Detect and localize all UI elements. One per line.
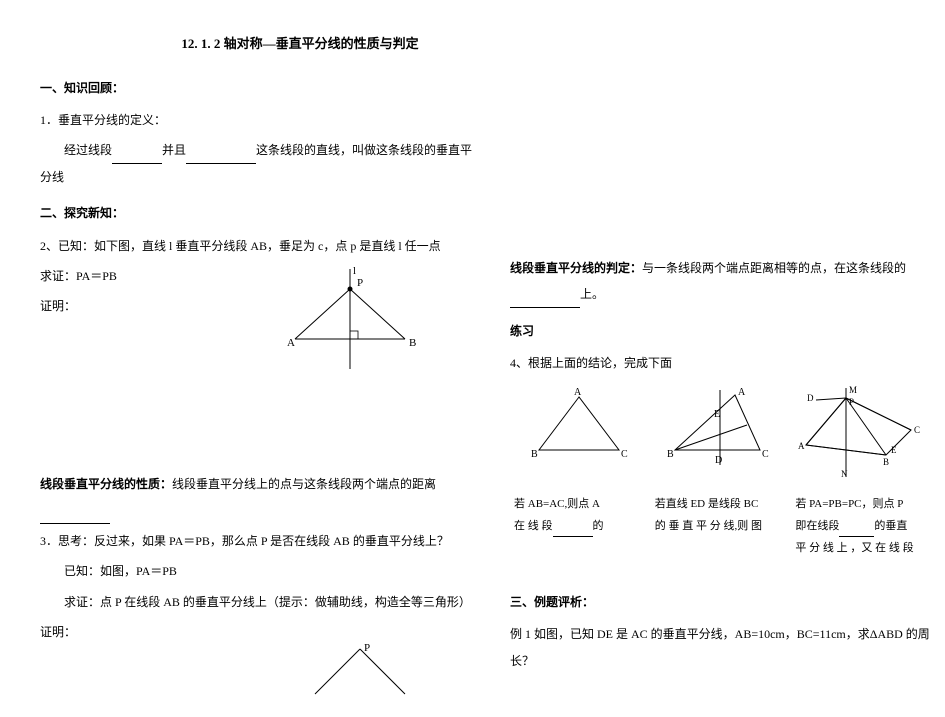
fig-text-col-2: 若直线 ED 是线段 BC 的 垂 直 平 分 线,则 图	[651, 493, 790, 559]
judgement-line: 线段垂直平分线的判定：与一条线段两个端点距离相等的点，在这条线段的上。	[510, 255, 930, 308]
judgement-text-a: 与一条线段两个端点距离相等的点，在这条线段的	[642, 261, 906, 275]
blank-1	[112, 150, 162, 164]
property-line: 线段垂直平分线的性质：线段垂直平分线上的点与这条线段两个端点的距离	[40, 471, 480, 524]
t3-c: C	[914, 425, 920, 435]
col3-d: 平 分 线 上 ，又 在 线 段	[795, 537, 926, 559]
fig1-label-l: l	[353, 265, 356, 277]
t3-b: B	[883, 457, 889, 467]
t3-p: P	[849, 397, 854, 407]
judgement-label: 线段垂直平分线的判定：	[510, 261, 642, 275]
t2-e: E	[714, 409, 720, 420]
col2-a: 若直线 ED 是线段 BC	[655, 493, 786, 515]
section-heading-2: 二、探究新知：	[40, 200, 480, 226]
blank-4	[510, 294, 580, 308]
t3-e: E	[891, 445, 897, 455]
item-1-text: 经过线段并且这条线段的直线，叫做这条线段的垂直平分线	[40, 137, 480, 190]
item-3-prove: 求证：点 P 在线段 AB 的垂直平分线上（提示：做辅助线，构造全等三角形）	[40, 589, 480, 615]
figures-text-row: 若 AB=AC,则点 A 在 线 段的 若直线 ED 是线段 BC 的 垂 直 …	[510, 493, 930, 559]
t3-a: A	[798, 441, 805, 451]
fig1-label-p: P	[357, 277, 363, 289]
t1-c: C	[621, 449, 628, 460]
section-heading-1: 一、知识回顾：	[40, 75, 480, 101]
item-3-known: 已知：如图，PA＝PB	[40, 558, 480, 584]
blank-6	[839, 523, 874, 537]
t2-c: C	[762, 449, 769, 460]
item1-text-b: 并且	[162, 143, 186, 157]
fig-text-col-1: 若 AB=AC,则点 A 在 线 段的	[510, 493, 649, 559]
t2-a: A	[738, 387, 746, 398]
t1-b: B	[531, 449, 538, 460]
figure-triangle-2: A B C D E	[651, 385, 790, 489]
t3-d: D	[807, 393, 814, 403]
property-label: 线段垂直平分线的性质：	[40, 477, 172, 491]
fig-text-col-3: 若 PA=PB=PC，则点 P 即在线段的垂直 平 分 线 上 ，又 在 线 段	[791, 493, 930, 559]
figures-row: A B C A B C D E	[510, 385, 930, 489]
t2-b: B	[667, 449, 674, 460]
blank-3	[40, 510, 110, 524]
t2-d: D	[715, 455, 722, 466]
fig1-label-b: B	[409, 337, 416, 349]
fig1-label-a: A	[287, 337, 295, 349]
t3-n: N	[841, 469, 848, 479]
figure-p-bottom: P	[240, 639, 480, 708]
col1-a: 若 AB=AC,则点 A	[514, 493, 645, 515]
t3-m: M	[849, 385, 857, 395]
col2-b: 的 垂 直 平 分 线,则 图	[655, 515, 786, 537]
figure-1: P A B l	[270, 264, 430, 383]
section-heading-3: 三、例题评析：	[510, 589, 930, 615]
item-3-think: 3．思考：反过来，如果 PA＝PB，那么点 P 是否在线段 AB 的垂直平分线上…	[40, 528, 480, 554]
example-1: 例 1 如图，已知 DE 是 AC 的垂直平分线，AB=10cm，BC=11cm…	[510, 621, 930, 674]
col1-bc: 在 线 段的	[514, 515, 645, 537]
item-1-label: 1．垂直平分线的定义：	[40, 107, 480, 133]
item-4: 4、根据上面的结论，完成下面	[510, 350, 930, 376]
col3-bc: 即在线段的垂直	[795, 515, 926, 537]
page-title: 12. 1. 2 轴对称—垂直平分线的性质与判定	[120, 30, 480, 59]
item-2a: 2、已知：如下图，直线 l 垂直平分线段 AB，垂足为 c，点 p 是直线 l …	[40, 233, 480, 259]
practice-heading: 练习	[510, 318, 930, 344]
col3-a: 若 PA=PB=PC，则点 P	[795, 493, 926, 515]
figp-label-p: P	[364, 642, 370, 654]
t1-a: A	[574, 387, 582, 398]
item1-text-a: 经过线段	[64, 143, 112, 157]
blank-5	[553, 523, 593, 537]
figure-triangle-1: A B C	[510, 385, 649, 489]
figure-triangle-3: M A B C D E N P	[791, 385, 930, 489]
property-text: 线段垂直平分线上的点与这条线段两个端点的距离	[172, 477, 436, 491]
blank-2	[186, 150, 256, 164]
judgement-text-b: 上。	[580, 287, 604, 301]
